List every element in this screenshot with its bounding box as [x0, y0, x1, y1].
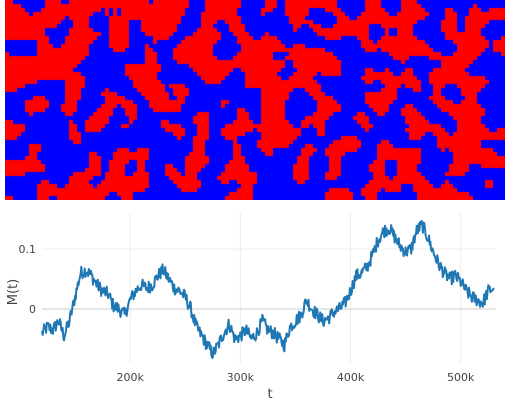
- x-tick-label: 200k: [116, 371, 144, 384]
- y-tick-label: 0: [29, 303, 36, 316]
- series-layer: [41, 220, 495, 359]
- spin-lattice-canvas: [5, 0, 505, 200]
- x-tick-label: 300k: [227, 371, 255, 384]
- magnetization-series-line: [41, 220, 495, 359]
- x-axis-title: t: [267, 387, 272, 402]
- x-tick-label: 400k: [337, 371, 365, 384]
- x-tick-label: 500k: [447, 371, 475, 384]
- grid-layer: [42, 213, 496, 363]
- spin-lattice: [5, 0, 505, 200]
- magnetization-plot: 200k 300k 400k 500k 0 0.1 t M(t): [0, 205, 510, 405]
- magnetization-chart: 200k 300k 400k 500k 0 0.1 t M(t): [6, 213, 496, 402]
- tick-layer: 200k 300k 400k 500k 0 0.1: [19, 243, 476, 384]
- y-tick-label: 0.1: [19, 243, 37, 256]
- y-axis-title: M(t): [6, 279, 21, 305]
